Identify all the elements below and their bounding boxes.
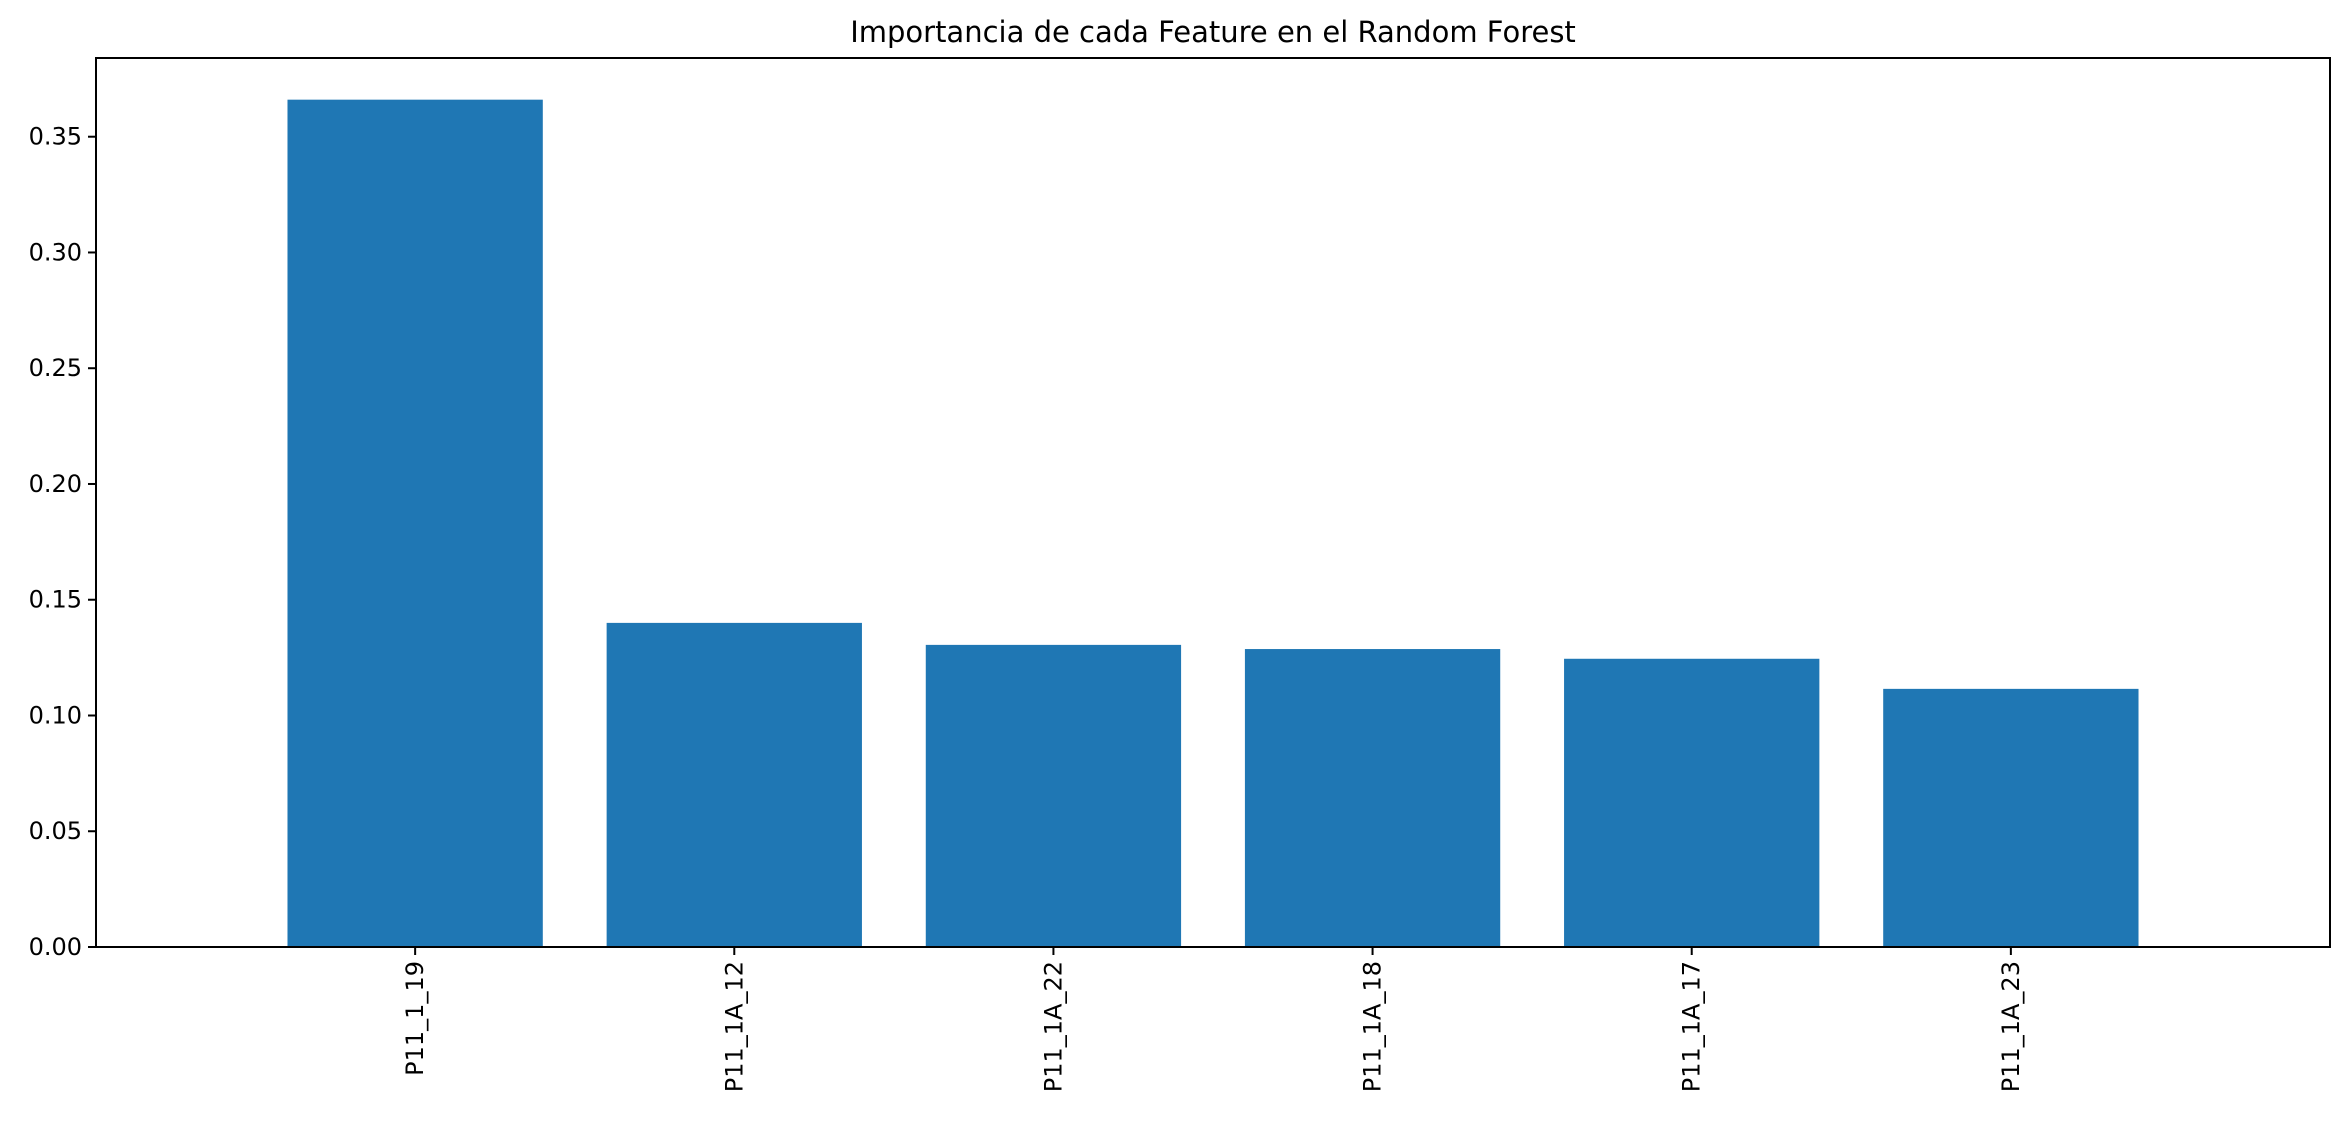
bar-p11-1-19 [287,99,543,947]
x-tick-label: P11_1A_17 [1678,961,1706,1092]
bar-series [287,99,2139,947]
y-tick-label: 0.35 [29,123,82,151]
x-tick-label: P11_1A_22 [1039,961,1067,1092]
y-tick-label: 0.15 [29,586,82,614]
bar-p11-1a-18 [1244,649,1501,947]
y-tick-label: 0.05 [29,817,82,845]
bar-p11-1a-12 [606,622,862,947]
plot-frame [95,57,2331,948]
x-tick-label: P11_1A_23 [1997,961,2025,1092]
bar-p11-1a-22 [925,644,1182,947]
y-tick-label: 0.10 [29,701,82,729]
bar-p11-1a-23 [1883,688,2139,947]
y-tick-label: 0.30 [29,238,82,266]
bar-p11-1a-17 [1564,658,1820,947]
x-axis: P11_1_19 P11_1A_12 P11_1A_22 P11_1A_18 P11_1… [401,947,2025,1092]
x-tick-label: P11_1_19 [401,961,429,1076]
y-tick-label: 0.20 [29,470,82,498]
y-tick-label: 0.25 [29,354,82,382]
x-tick-label: P11_1A_12 [720,961,748,1092]
y-tick-label: 0.00 [29,933,82,961]
chart-title: Importancia de cada Feature en el Random… [850,15,1576,49]
x-tick-label: P11_1A_18 [1359,961,1387,1092]
y-axis: 0.00 0.05 0.10 0.15 0.20 0.25 0.30 0.35 [29,123,96,961]
